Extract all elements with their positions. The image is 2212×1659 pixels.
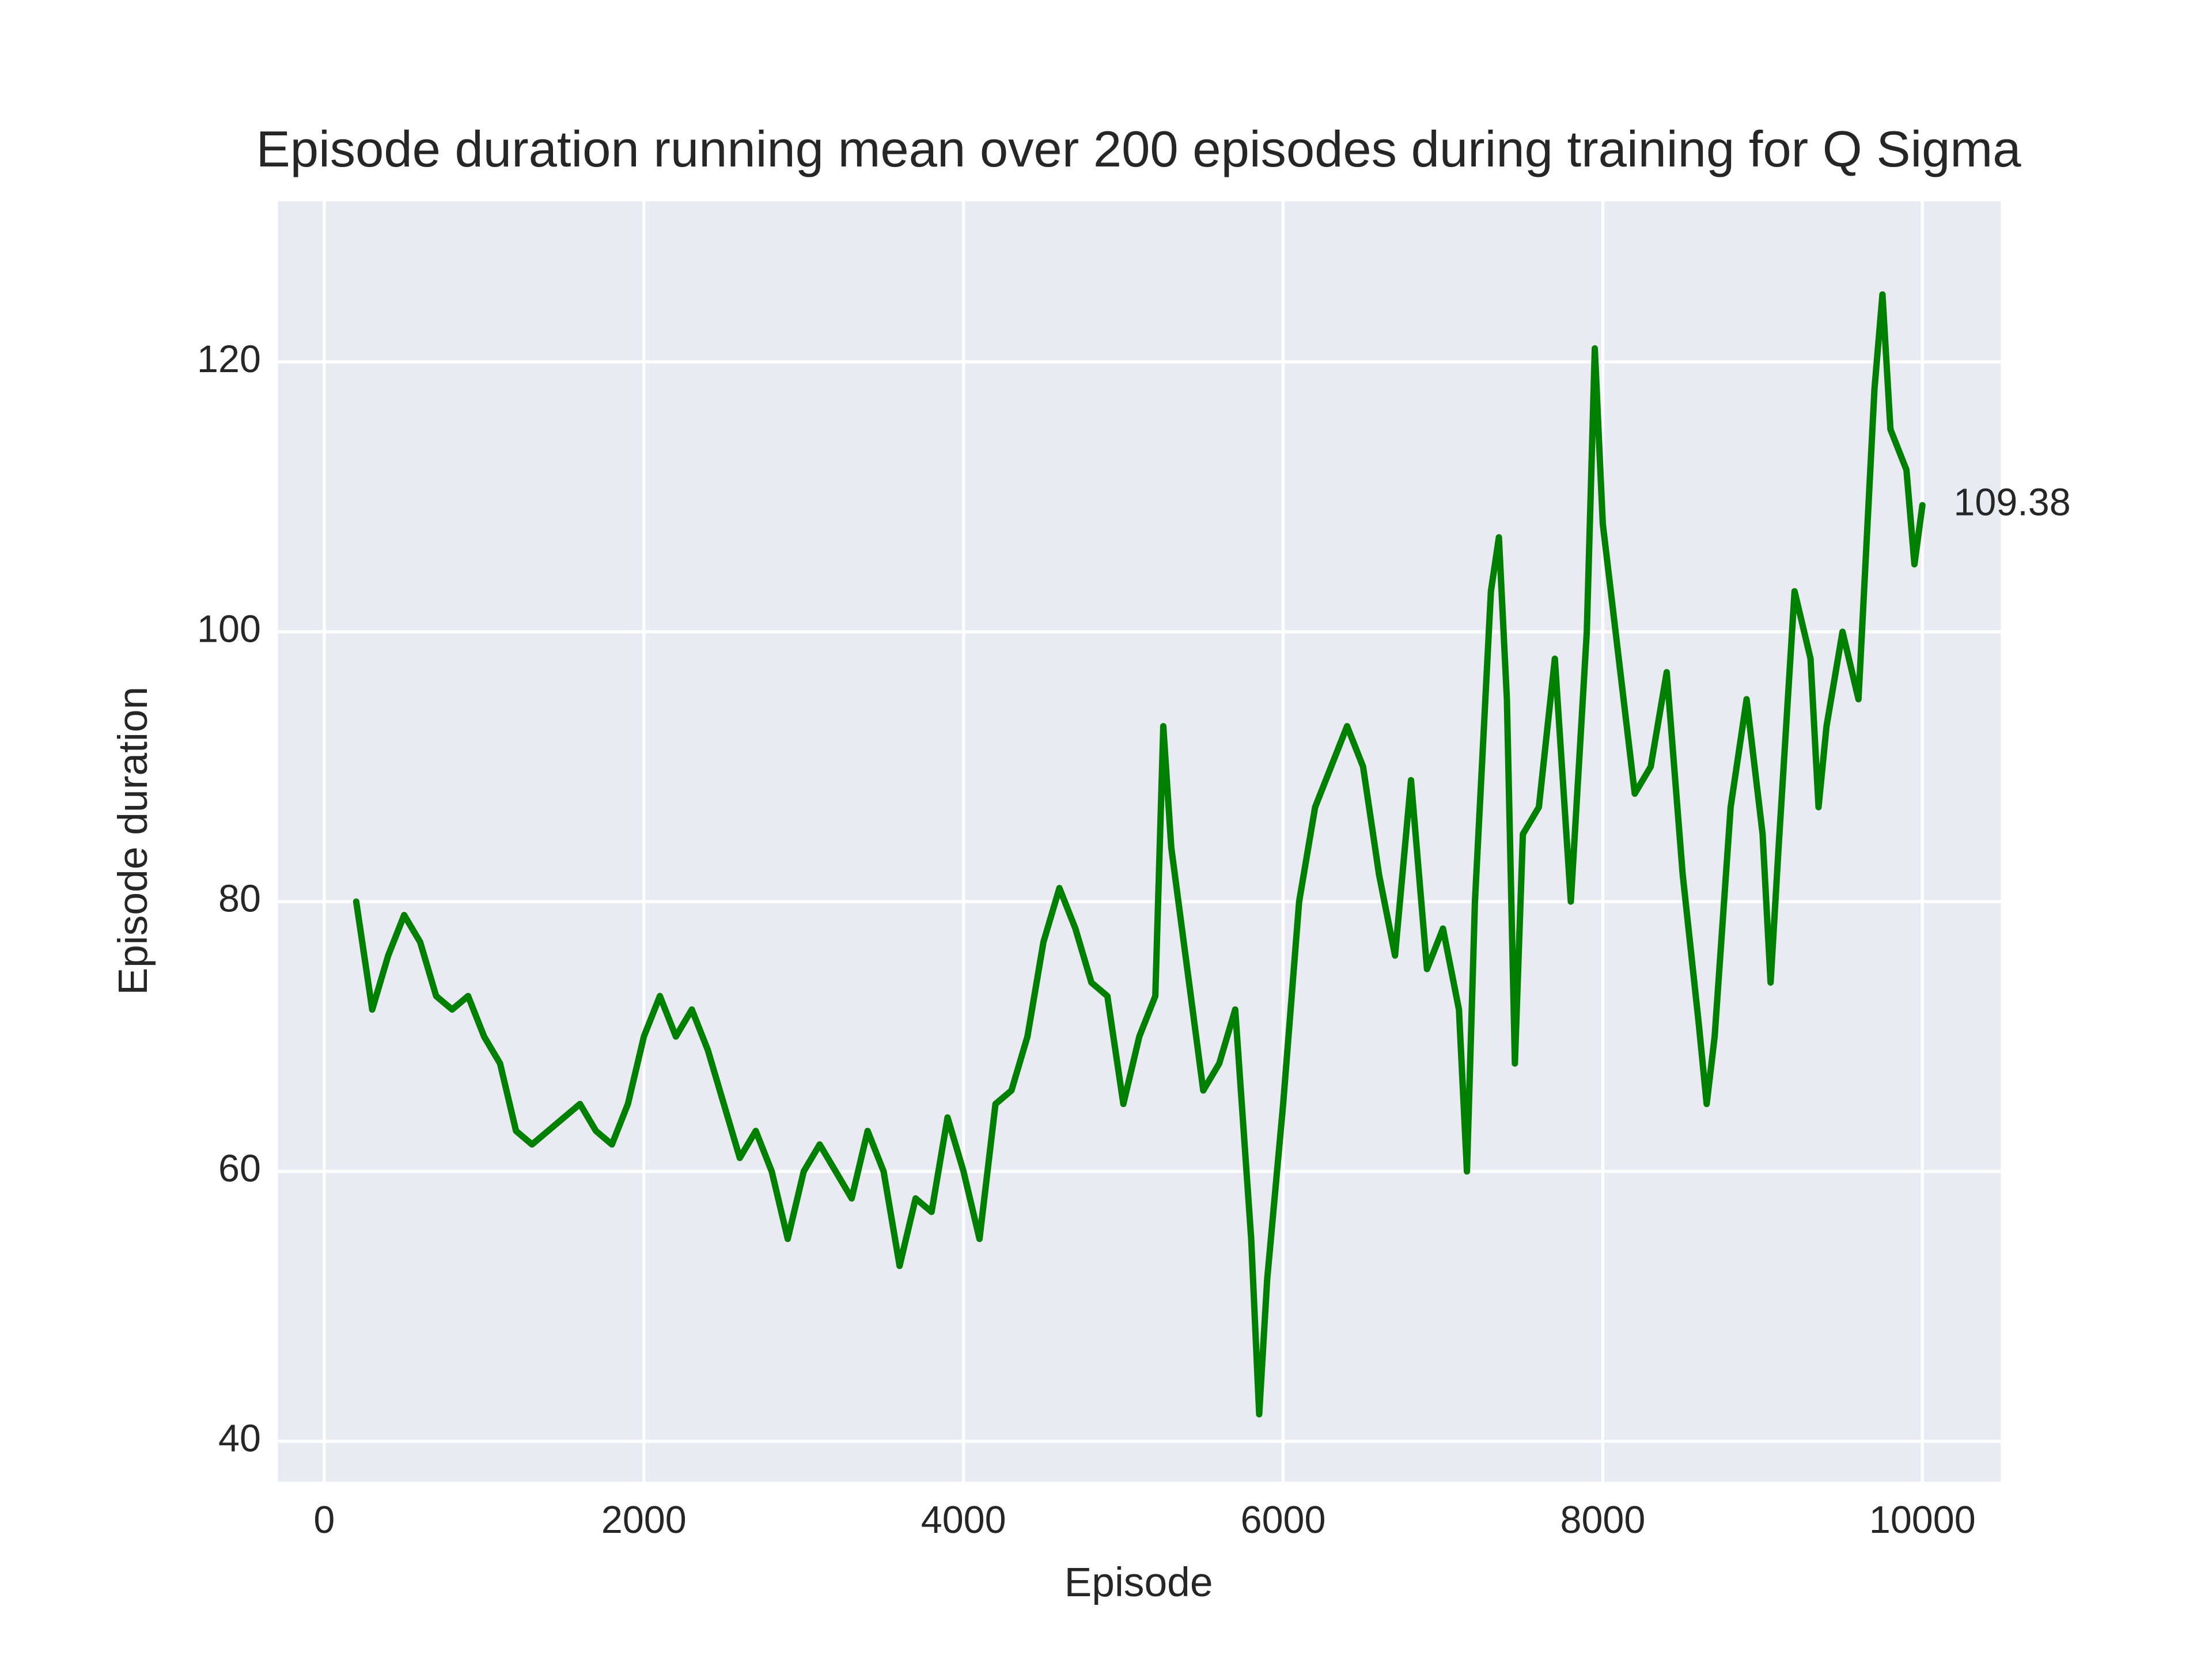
- x-tick-label: 8000: [1560, 1499, 1645, 1541]
- line-series: [353, 291, 1926, 1418]
- chart-title: Episode duration running mean over 200 e…: [256, 120, 2022, 177]
- grid: [278, 201, 2001, 1482]
- end-value-label: 109.38: [1953, 482, 2070, 524]
- plot-area: [278, 201, 2001, 1482]
- y-tick-label: 80: [218, 878, 261, 921]
- x-tick-label: 0: [313, 1499, 335, 1541]
- y-axis-label: Episode duration: [110, 687, 156, 995]
- x-axis-label: Episode: [1065, 1559, 1213, 1605]
- x-tick-label: 6000: [1241, 1499, 1326, 1541]
- y-tick-label: 40: [218, 1418, 261, 1460]
- marks: [353, 291, 1926, 1418]
- x-tick-label: 2000: [601, 1499, 687, 1541]
- y-tick-label: 120: [197, 338, 261, 381]
- x-tick-label: 4000: [921, 1499, 1006, 1541]
- y-tick-label: 60: [218, 1147, 261, 1190]
- x-tick-label: 10000: [1869, 1499, 1976, 1541]
- y-tick-label: 100: [197, 608, 261, 650]
